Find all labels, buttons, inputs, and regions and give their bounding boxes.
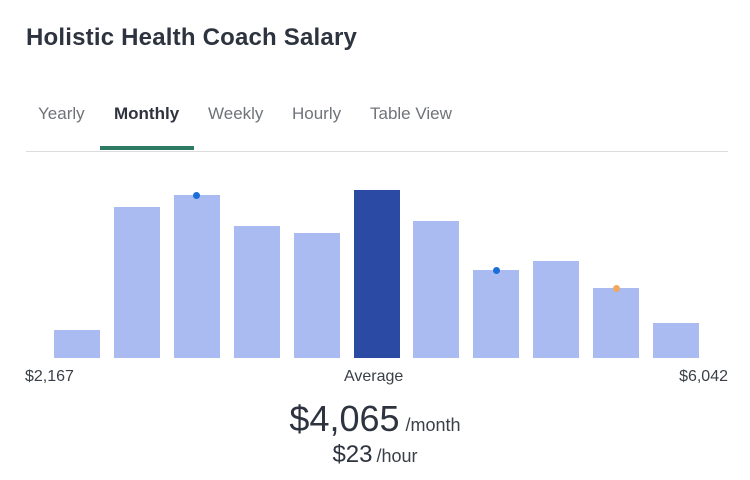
monthly-average: $4,065/month	[0, 398, 750, 440]
hourly-average: $23/hour	[0, 441, 750, 469]
tab-hourly[interactable]: Hourly	[292, 104, 342, 123]
tab-yearly[interactable]: Yearly	[38, 104, 85, 123]
hourly-unit: /hour	[376, 446, 418, 466]
period-tabs: Yearly Monthly Weekly Hourly Table View	[26, 96, 728, 152]
max-salary-label: $6,042	[679, 368, 728, 385]
marker-dot-icon	[612, 285, 620, 292]
histogram-bar	[233, 226, 280, 358]
average-bar	[353, 190, 400, 358]
histogram-bar	[113, 207, 160, 358]
histogram-bar	[593, 285, 640, 358]
active-tab-indicator	[100, 146, 194, 150]
tab-weekly[interactable]: Weekly	[208, 104, 264, 123]
histogram-bar	[54, 330, 100, 358]
average-label: Average	[344, 368, 404, 385]
histogram-bar	[173, 192, 220, 358]
histogram-bar	[653, 323, 699, 358]
histogram-bar	[293, 233, 340, 358]
histogram-bar	[413, 221, 460, 358]
min-salary-label: $2,167	[25, 368, 74, 385]
tab-monthly[interactable]: Monthly	[114, 104, 180, 123]
salary-histogram	[0, 150, 750, 360]
tab-table-view[interactable]: Table View	[370, 104, 452, 123]
hourly-amount: $23	[332, 441, 373, 468]
monthly-unit: /month	[405, 415, 461, 435]
marker-dot-icon	[193, 192, 201, 199]
histogram-bar	[533, 261, 580, 358]
marker-dot-icon	[492, 267, 500, 274]
histogram-bar	[473, 267, 520, 358]
page-title: Holistic Health Coach Salary	[26, 24, 358, 51]
monthly-amount: $4,065	[289, 398, 400, 439]
